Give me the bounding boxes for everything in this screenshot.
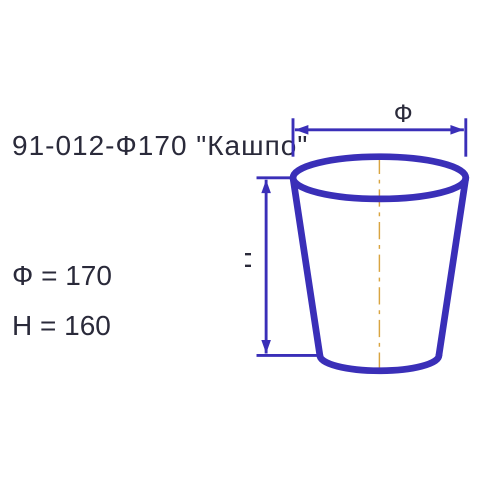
cup-side-left — [293, 178, 320, 356]
phi-dimension-group: Ф — [293, 100, 466, 157]
dimension-phi: Ф = 170 — [12, 260, 112, 292]
dimension-h: H = 160 — [12, 310, 111, 342]
technical-diagram: Ф H — [245, 95, 485, 395]
h-symbol: H — [245, 251, 257, 269]
phi-symbol: Ф — [394, 100, 413, 128]
cup-side-right — [439, 178, 466, 356]
